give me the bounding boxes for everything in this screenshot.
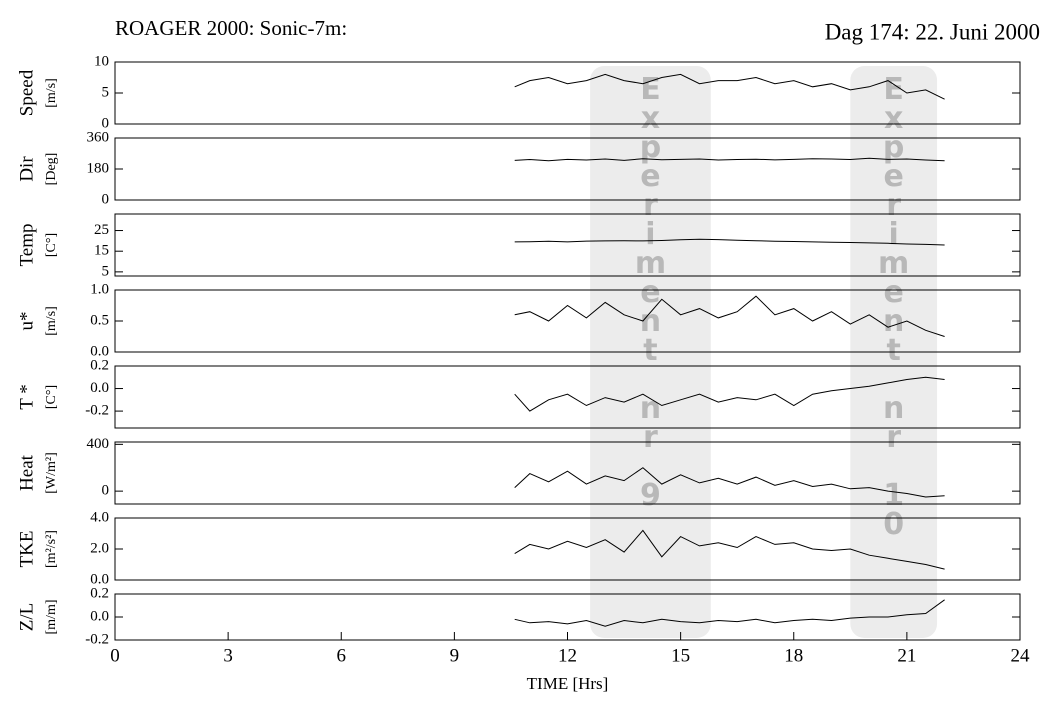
y-tick-label: 0.0	[90, 380, 109, 396]
x-tick-label: 24	[1011, 645, 1031, 666]
y-tick-label: 15	[94, 243, 109, 259]
y-tick-label: 2.0	[90, 540, 109, 556]
y-axis-unit: [m/s]	[44, 306, 59, 336]
x-tick-label: 12	[558, 645, 577, 666]
panel-frame	[114, 441, 1021, 505]
y-tick-label: -0.2	[85, 403, 109, 419]
y-tick-label: 0.0	[90, 343, 109, 359]
y-tick-label: 0	[102, 191, 110, 207]
y-tick-label: 0	[102, 115, 110, 131]
experiment-label: Experiment nr 10	[876, 72, 911, 536]
y-tick-label: 400	[87, 436, 110, 452]
x-tick-label: 0	[110, 645, 120, 666]
y-tick-label: 4.0	[90, 509, 109, 525]
y-tick-label: 5	[102, 263, 110, 279]
y-tick-label: 5	[102, 84, 110, 100]
y-tick-label: 1.0	[90, 281, 109, 297]
y-axis-unit: [m²/s²]	[44, 530, 59, 568]
data-line	[514, 295, 945, 337]
x-tick-label: 9	[450, 645, 460, 666]
y-axis-unit: [C°]	[44, 385, 59, 409]
x-tick-label: 3	[223, 645, 233, 666]
y-tick-label: 0.2	[90, 357, 109, 373]
y-axis-label: Dir	[16, 156, 37, 182]
y-axis-label: Temp	[16, 224, 37, 267]
y-tick-label: 0	[102, 483, 110, 499]
y-axis-unit: [C°]	[44, 233, 59, 257]
y-axis-unit: [Deg]	[44, 153, 59, 186]
x-axis-label: TIME [Hrs]	[527, 674, 609, 693]
x-tick-label: 18	[784, 645, 803, 666]
y-axis-unit: [W/m²]	[44, 452, 59, 494]
y-tick-label: 0.5	[90, 312, 109, 328]
data-line	[514, 73, 945, 100]
data-line	[514, 157, 945, 162]
y-axis-label: Speed	[16, 69, 37, 116]
y-tick-label: 0.2	[90, 585, 109, 601]
data-line	[514, 467, 945, 498]
data-line	[514, 238, 945, 246]
chart-title: ROAGER 2000: Sonic-7m:	[115, 16, 347, 40]
y-tick-label: 0.0	[90, 571, 109, 587]
y-tick-label: 360	[87, 129, 110, 145]
y-axis-unit: [m/m]	[44, 600, 59, 635]
panel-frame	[114, 365, 1021, 429]
x-tick-label: 21	[897, 645, 916, 666]
y-tick-label: 10	[94, 53, 109, 69]
y-axis-label: Heat	[16, 454, 37, 491]
y-axis-label: TKE	[16, 531, 37, 568]
x-tick-label: 15	[671, 645, 690, 666]
y-tick-label: 180	[87, 160, 110, 176]
y-tick-label: 25	[94, 222, 109, 238]
y-axis-label: Z/L	[16, 603, 37, 632]
y-axis-label: u*	[16, 312, 37, 331]
y-tick-label: 0.0	[90, 608, 109, 624]
data-line	[514, 376, 945, 412]
data-line	[514, 599, 945, 627]
data-line	[514, 529, 945, 570]
panel-frame	[114, 213, 1021, 277]
y-tick-label: -0.2	[85, 631, 109, 647]
x-tick-label: 6	[337, 645, 347, 666]
chart-subtitle: Dag 174: 22. Juni 2000	[825, 19, 1040, 44]
y-axis-unit: [m/s]	[44, 78, 59, 108]
y-axis-label: T *	[16, 384, 37, 410]
